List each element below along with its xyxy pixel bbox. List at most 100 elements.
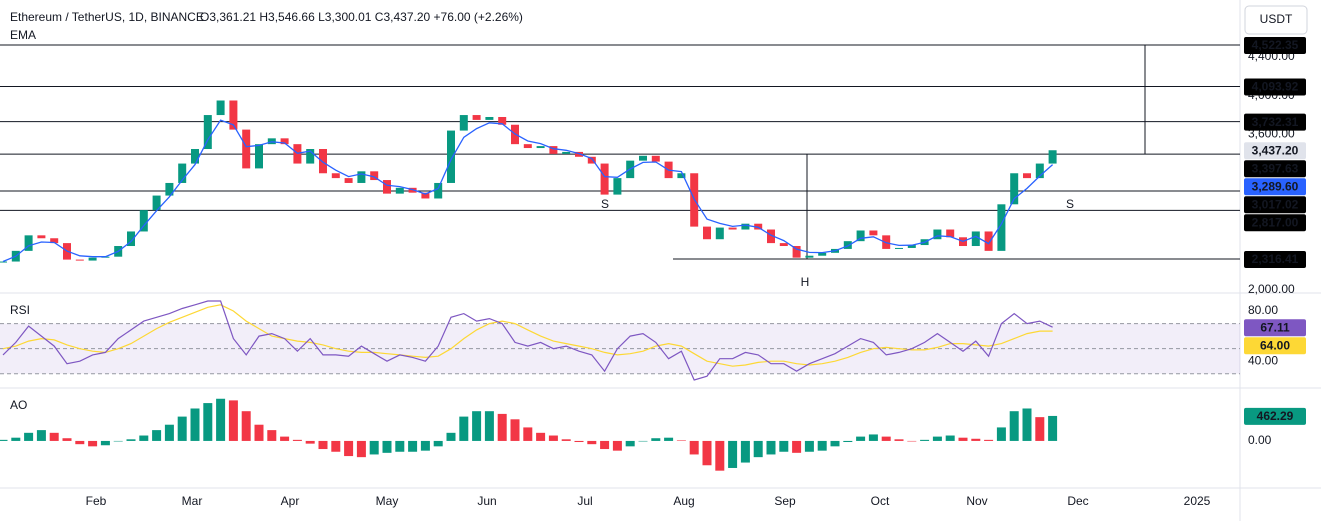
candle-body	[472, 115, 481, 120]
ao-bar	[280, 436, 290, 441]
candle-body	[434, 182, 443, 199]
candle-body	[306, 149, 315, 164]
ao-bar	[369, 440, 379, 455]
price-tag	[1244, 160, 1306, 178]
ao-bar	[971, 438, 981, 441]
price-tag-label: 3,289.60	[1252, 179, 1299, 193]
candle-body	[1010, 173, 1019, 205]
ao-bar	[254, 424, 264, 441]
ao-bar	[49, 432, 59, 441]
indicator-label: EMA	[10, 28, 36, 42]
ao-bar	[139, 435, 149, 441]
price-tag-label: 3,397.63	[1252, 161, 1299, 175]
x-tick-label: May	[376, 494, 399, 508]
candle-body	[255, 144, 263, 169]
candle-body	[357, 171, 366, 183]
y-tick-label: 0.00	[1248, 433, 1272, 447]
ao-bar	[356, 440, 366, 458]
ao-bar	[1035, 417, 1045, 441]
pattern-label: S	[1066, 197, 1074, 211]
x-tick-label: Nov	[966, 494, 987, 508]
candle-body	[792, 246, 801, 258]
price-tag-label: 462.29	[1257, 409, 1294, 423]
ao-bar	[267, 430, 277, 441]
candle-body	[395, 187, 404, 194]
ao-bar	[932, 436, 942, 441]
price-tag-label: 67.11	[1260, 320, 1290, 334]
ao-bar	[676, 440, 686, 441]
pane-label: RSI	[10, 303, 30, 317]
ao-bar	[344, 440, 354, 457]
currency-button[interactable]	[1244, 5, 1308, 35]
candle-body	[805, 255, 814, 258]
ao-bar	[804, 440, 814, 452]
ao-bar	[753, 440, 763, 458]
candle-body	[907, 245, 916, 248]
candle-body	[75, 259, 84, 261]
ao-bar	[651, 438, 661, 441]
candle-body	[818, 252, 827, 256]
ao-bar	[728, 440, 738, 468]
ao-bar	[920, 439, 930, 441]
ao-bar	[203, 403, 213, 441]
ao-bar	[62, 438, 72, 441]
candle-body	[191, 149, 199, 164]
ao-bar	[561, 439, 571, 441]
ao-bar	[318, 440, 328, 450]
ao-bar	[241, 411, 251, 441]
ao-bar	[766, 440, 776, 455]
price-tag	[1244, 113, 1306, 131]
candle-body	[152, 195, 161, 211]
pane-label: AO	[10, 398, 27, 412]
ao-bar	[984, 439, 994, 441]
price-tag-label: 4,093.92	[1252, 80, 1299, 94]
ao-bar	[945, 435, 955, 441]
y-tick-label: 2,000.00	[1248, 282, 1295, 296]
price-tag	[1244, 337, 1306, 355]
candle-body	[651, 155, 660, 162]
candle-body	[127, 231, 135, 247]
candle-body	[549, 146, 558, 154]
candle-body	[613, 178, 622, 195]
candle-body	[639, 155, 647, 161]
ao-bar	[36, 430, 46, 441]
ao-bar	[856, 436, 866, 441]
ao-bar	[228, 400, 238, 441]
price-tag-label: 3,732.31	[1252, 115, 1299, 129]
candle-body	[703, 226, 711, 240]
x-tick-label: Apr	[281, 494, 300, 508]
candle-body	[383, 180, 391, 194]
candle-body	[587, 156, 596, 164]
candle-body	[50, 238, 59, 244]
candle-body	[843, 241, 852, 249]
ao-bar	[625, 440, 635, 447]
candle-body	[229, 100, 238, 130]
candle-body	[447, 130, 455, 183]
ao-bar	[100, 440, 110, 446]
candle-body	[536, 146, 545, 149]
price-tag	[1244, 196, 1306, 214]
ao-bar	[446, 432, 456, 441]
candle-body	[933, 229, 942, 240]
ao-bar	[740, 440, 750, 463]
ao-bar	[433, 440, 443, 447]
candle-body	[741, 223, 750, 230]
candle-body	[523, 144, 532, 149]
ao-bar	[459, 416, 469, 441]
ao-bar	[715, 440, 725, 471]
x-tick-label: Jun	[477, 494, 496, 508]
ao-bar	[164, 424, 174, 441]
price-tag	[1244, 319, 1306, 337]
ao-bar	[664, 437, 674, 441]
candle-body	[677, 173, 686, 179]
rsi-line	[2, 300, 1053, 381]
candle-body	[895, 247, 903, 249]
price-tag-label: 3,437.20	[1252, 143, 1299, 157]
price-tag	[1244, 178, 1306, 196]
ao-bar	[497, 413, 507, 441]
ao-bar	[612, 440, 622, 451]
price-tag	[1244, 214, 1306, 232]
ao-bar	[881, 436, 891, 441]
candle-body	[600, 163, 609, 195]
